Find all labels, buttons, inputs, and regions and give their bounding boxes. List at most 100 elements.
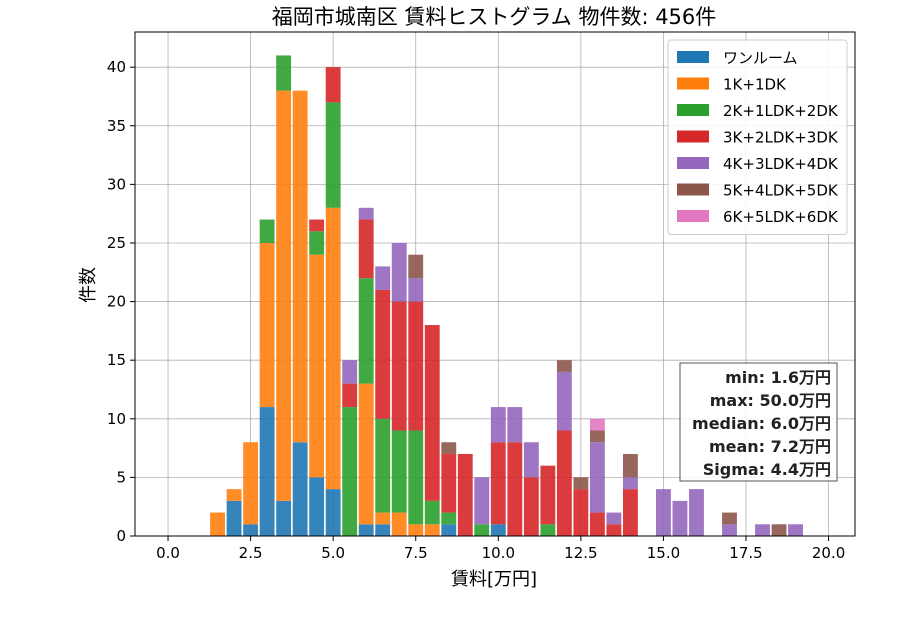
- legend-label: 3K+2LDK+3DK: [723, 129, 839, 147]
- bar-segment: [589, 418, 605, 431]
- bar-segment: [358, 219, 374, 279]
- bar-segment: [556, 360, 572, 372]
- y-axis-label: 件数: [78, 267, 99, 303]
- bar-segment: [606, 524, 622, 536]
- bar-segment: [556, 371, 572, 431]
- bar-segment: [375, 524, 391, 536]
- bar-segment: [490, 442, 506, 525]
- x-tick-label: 7.5: [404, 544, 428, 562]
- bar-segment: [391, 430, 407, 513]
- bar-segment: [474, 477, 490, 525]
- x-tick-label: 12.5: [564, 544, 597, 562]
- bar-segment: [358, 524, 374, 536]
- legend-label: 1K+1DK: [723, 76, 787, 94]
- bar-segment: [276, 500, 292, 536]
- legend: ワンルーム 1K+1DK 2K+1LDK+2DK 3K+2LDK+3DK 4K+3LDK…: [667, 39, 848, 235]
- y-tick-label: 25: [107, 234, 126, 252]
- bar-segment: [589, 442, 605, 513]
- y-tick-label: 10: [107, 410, 126, 428]
- bar-segment: [276, 55, 292, 91]
- bar-segment: [622, 489, 638, 536]
- bar-segment: [292, 90, 308, 443]
- bar-segment: [656, 489, 671, 536]
- bar-segment: [457, 453, 473, 536]
- bar-segment: [507, 407, 523, 443]
- x-axis-ticks: 0.0 2.5 5.0 7.5 10.0 12.5 15.0 17.5 20.0: [156, 536, 845, 562]
- x-tick-label: 0.0: [156, 544, 180, 562]
- bar-segment: [408, 278, 424, 302]
- y-tick-label: 30: [107, 175, 126, 193]
- bar-segment: [689, 489, 704, 536]
- bar-segment: [424, 500, 440, 525]
- bar-segment: [243, 524, 259, 536]
- bar-segment: [375, 289, 391, 419]
- bar-segment: [523, 442, 539, 478]
- bar-segment: [342, 360, 358, 384]
- bar-segment: [441, 524, 457, 536]
- bar-segment: [408, 254, 424, 279]
- stats-line: Sigma: 4.4万円: [703, 460, 831, 479]
- legend-swatch: [677, 104, 709, 116]
- bar-segment: [573, 477, 589, 490]
- y-tick-label: 40: [107, 58, 126, 76]
- bar-segment: [358, 278, 374, 384]
- bar-segment: [523, 477, 539, 536]
- bar-segment: [292, 442, 308, 536]
- stats-frame: [679, 362, 838, 482]
- bar-segment: [243, 442, 259, 525]
- legend-label: 5K+4LDK+5DK: [723, 182, 839, 200]
- bar-segment: [325, 67, 341, 103]
- bar-segment: [606, 512, 622, 525]
- bar-segment: [424, 524, 440, 536]
- bar-segment: [358, 207, 374, 220]
- bar-segment: [391, 301, 407, 431]
- bar-segment: [424, 325, 440, 501]
- bar-segment: [325, 102, 341, 208]
- bar-segment: [408, 524, 424, 536]
- x-axis-label: 賃料[万円]: [451, 569, 537, 590]
- bar-segment: [490, 407, 506, 443]
- y-tick-label: 20: [107, 293, 126, 311]
- legend-label: 2K+1LDK+2DK: [723, 102, 839, 120]
- bar-segment: [375, 418, 391, 513]
- stats-line: max: 50.0万円: [710, 391, 831, 410]
- bar-segment: [540, 524, 556, 536]
- x-tick-label: 2.5: [239, 544, 263, 562]
- stats-line: mean: 7.2万円: [709, 437, 831, 456]
- bar-segment: [771, 524, 787, 536]
- bar-segment: [309, 219, 325, 232]
- bar-segment: [309, 254, 325, 478]
- legend-swatch: [677, 130, 709, 143]
- x-tick-label: 5.0: [321, 544, 345, 562]
- bar-segment: [722, 512, 737, 525]
- legend-box: [667, 39, 848, 235]
- bar-segment: [589, 512, 605, 536]
- stats-line: min: 1.6万円: [725, 368, 831, 387]
- stats-line: median: 6.0万円: [692, 414, 831, 433]
- bar-segment: [309, 477, 325, 536]
- y-axis-ticks: 0 5 10 15 20 25 30 35 40: [107, 58, 135, 545]
- chart-title: 福岡市城南区 賃料ヒストグラム 物件数: 456件: [272, 5, 717, 29]
- bars: [210, 55, 803, 536]
- bar-segment: [391, 512, 407, 536]
- bar-segment: [325, 207, 341, 490]
- bar-segment: [672, 500, 688, 536]
- bar-segment: [573, 489, 589, 536]
- legend-swatch: [677, 157, 709, 169]
- bar-segment: [375, 512, 391, 525]
- legend-swatch: [677, 77, 709, 90]
- bar-segment: [309, 231, 325, 255]
- bar-segment: [226, 489, 242, 501]
- bar-segment: [441, 453, 457, 513]
- stats-box: min: 1.6万円 max: 50.0万円 median: 6.0万円 mean: …: [679, 362, 838, 482]
- legend-label: 6K+5LDK+6DK: [723, 208, 839, 226]
- bar-segment: [259, 242, 275, 408]
- x-tick-label: 15.0: [647, 544, 680, 562]
- bar-segment: [210, 512, 225, 536]
- bar-segment: [342, 383, 358, 408]
- legend-label: 4K+3LDK+4DK: [723, 155, 839, 173]
- bar-segment: [259, 407, 275, 536]
- bar-segment: [722, 524, 737, 536]
- bar-segment: [325, 489, 341, 536]
